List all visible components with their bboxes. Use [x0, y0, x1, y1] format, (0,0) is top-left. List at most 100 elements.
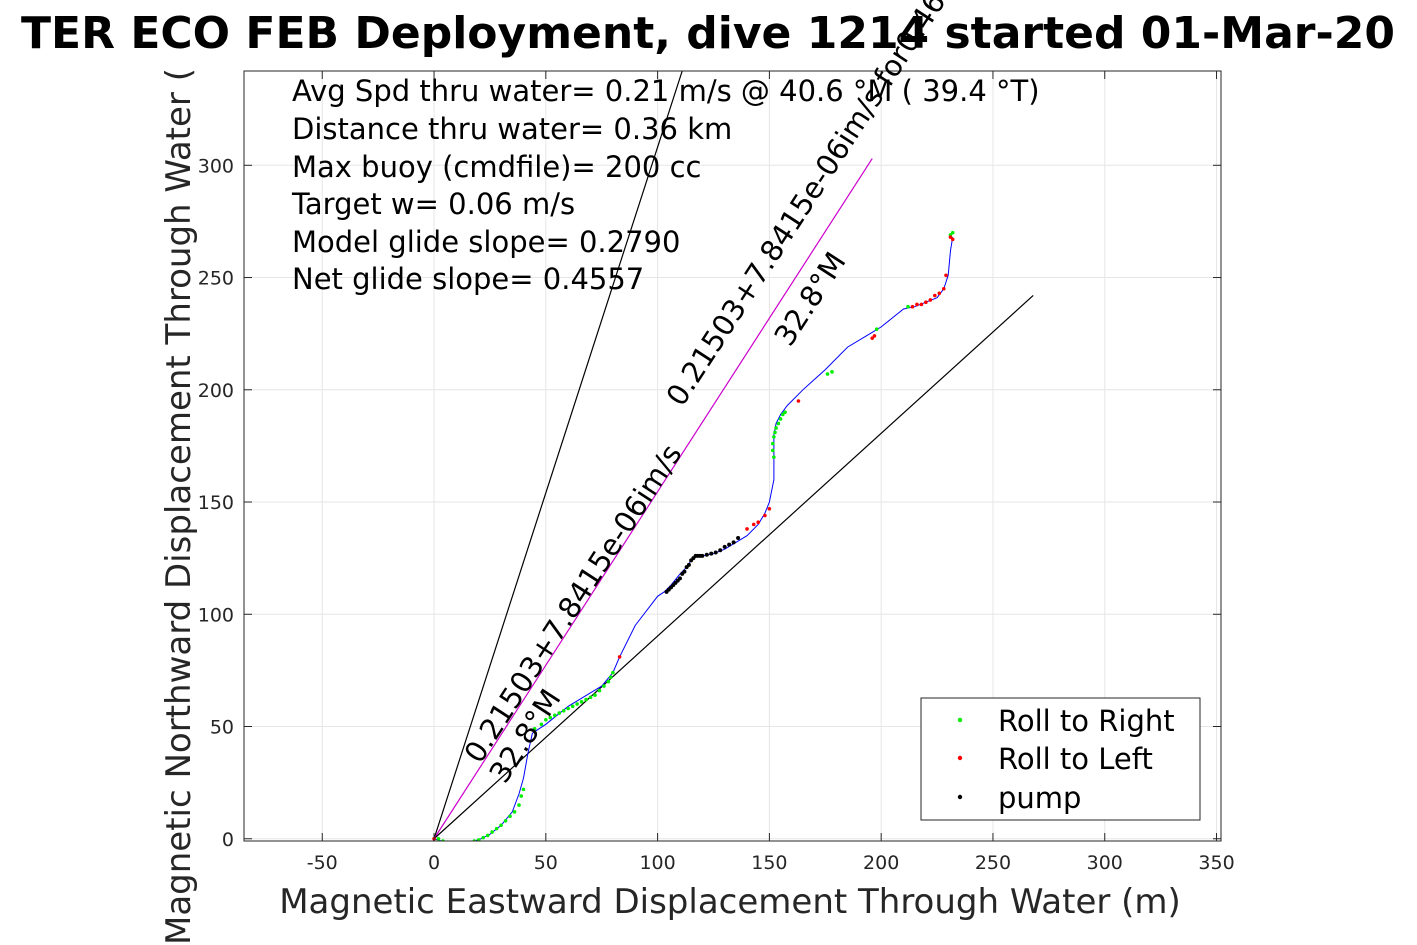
point-roll-to-left	[924, 300, 928, 305]
point-roll-to-left	[950, 237, 955, 242]
y-axis-label: Magnetic Northward Displacement Through …	[159, 68, 199, 945]
point-pump	[700, 553, 705, 558]
legend-box	[920, 697, 1201, 821]
point-roll-to-right	[544, 717, 548, 722]
y-tick-label: 50	[210, 717, 234, 739]
point-roll-to-right	[588, 695, 593, 700]
point-roll-to-right	[459, 841, 463, 845]
x-tick-label: 300	[1087, 852, 1123, 874]
point-pump	[718, 548, 723, 553]
annotation-avg-speed: Avg Spd thru water= 0.21 m/s @ 40.6 °M (…	[292, 74, 1040, 108]
point-roll-to-left	[933, 293, 937, 298]
point-roll-to-right	[584, 697, 588, 702]
point-roll-to-right	[602, 684, 606, 688]
annotation-target-w: Target w= 0.06 m/s	[291, 187, 575, 221]
tick-labels: -50 0 50 100 150 200 250 300 350 0 50 100 150 200 250 3…	[198, 155, 1235, 874]
point-pump	[686, 562, 691, 567]
point-roll-to-left	[915, 302, 919, 307]
point-roll-to-right	[532, 726, 537, 731]
point-roll-to-right	[772, 455, 776, 459]
point-roll-to-right	[778, 417, 783, 421]
x-tick-label: -50	[307, 852, 338, 874]
point-roll-to-right	[455, 841, 459, 845]
annotation-distance: Distance thru water= 0.36 km	[292, 112, 732, 146]
point-roll-to-right	[499, 823, 503, 828]
point-roll-to-left	[756, 520, 761, 525]
point-roll-to-right	[465, 840, 466, 841]
point-roll-to-right	[950, 230, 955, 235]
point-roll-to-right	[561, 708, 566, 713]
y-tick-label: 100	[198, 604, 234, 626]
y-tick-label: 150	[198, 492, 234, 514]
x-axis-label: Magnetic Eastward Displacement Through W…	[279, 882, 1181, 922]
y-tick-label: 200	[198, 380, 234, 402]
point-roll-to-left	[870, 336, 875, 340]
point-pump	[731, 540, 736, 545]
annotation-model-glide: Model glide slope= 0.2790	[292, 225, 680, 259]
point-pump	[704, 552, 709, 557]
point-roll-to-right	[597, 688, 602, 693]
point-roll-to-right	[508, 814, 512, 819]
point-pump	[713, 550, 718, 555]
x-tick-label: 100	[639, 852, 675, 874]
point-roll-to-right	[566, 706, 570, 711]
point-roll-to-left	[767, 506, 772, 511]
y-tick-label: 250	[198, 268, 234, 290]
info-annotations: Avg Spd thru water= 0.21 m/s @ 40.6 °M (…	[291, 74, 1040, 296]
point-roll-to-right	[776, 421, 781, 426]
legend-label-roll-right: Roll to Right	[998, 704, 1175, 738]
x-tick-label: 200	[863, 852, 899, 874]
point-roll-to-left	[617, 655, 622, 659]
point-roll-to-right	[570, 704, 575, 709]
point-roll-to-left	[872, 334, 877, 338]
point-roll-to-right	[772, 435, 776, 439]
point-roll-to-left	[919, 302, 924, 307]
axes-box	[243, 70, 1222, 842]
x-tick-label: 50	[534, 852, 558, 874]
point-roll-to-right	[825, 372, 830, 376]
point-roll-to-right	[494, 826, 499, 831]
point-roll-to-left	[796, 399, 801, 403]
point-roll-to-right	[593, 693, 597, 697]
point-roll-to-right	[906, 304, 910, 309]
point-roll-to-right	[874, 327, 879, 331]
x-tick-label: 250	[975, 852, 1011, 874]
guide-line-left	[433, 71, 683, 839]
point-roll-to-left	[910, 304, 915, 309]
point-roll-to-right	[450, 841, 454, 845]
point-roll-to-right	[770, 441, 775, 446]
y-tick-label: 0	[222, 829, 234, 851]
point-pump	[677, 576, 682, 581]
point-pump	[727, 542, 732, 547]
point-roll-to-right	[485, 833, 490, 838]
guide-lines	[433, 71, 1034, 840]
point-roll-to-right	[781, 412, 785, 417]
annotation-net-glide: Net glide slope= 0.4557	[292, 262, 644, 296]
legend: Roll to Right Roll to Left pump	[920, 697, 1201, 821]
legend-marker-roll-left	[957, 755, 963, 761]
point-roll-to-right	[503, 818, 508, 823]
point-roll-to-right	[579, 700, 584, 704]
point-pump	[722, 544, 727, 549]
point-roll-to-right	[783, 410, 787, 415]
point-roll-to-right	[519, 794, 524, 798]
x-tick-label: 150	[751, 852, 787, 874]
point-roll-to-left	[763, 513, 767, 518]
point-roll-to-left	[937, 291, 942, 296]
guide-line-right	[433, 295, 1034, 840]
points-layer	[432, 230, 955, 845]
point-roll-to-right	[490, 830, 494, 834]
tick-marks	[244, 71, 1221, 841]
point-pump	[682, 569, 687, 574]
y-tick-label: 300	[198, 155, 234, 177]
point-roll-to-right	[770, 448, 775, 453]
point-roll-to-right	[539, 722, 544, 727]
point-roll-to-right	[552, 713, 557, 718]
point-roll-to-right	[521, 787, 526, 792]
point-roll-to-right	[548, 715, 553, 720]
point-roll-to-left	[751, 522, 756, 527]
point-roll-to-right	[830, 370, 834, 374]
chart-title: TER ECO FEB Deployment, dive 1214 starte…	[21, 8, 1395, 59]
point-pump	[736, 535, 741, 540]
point-roll-to-left	[948, 235, 953, 239]
